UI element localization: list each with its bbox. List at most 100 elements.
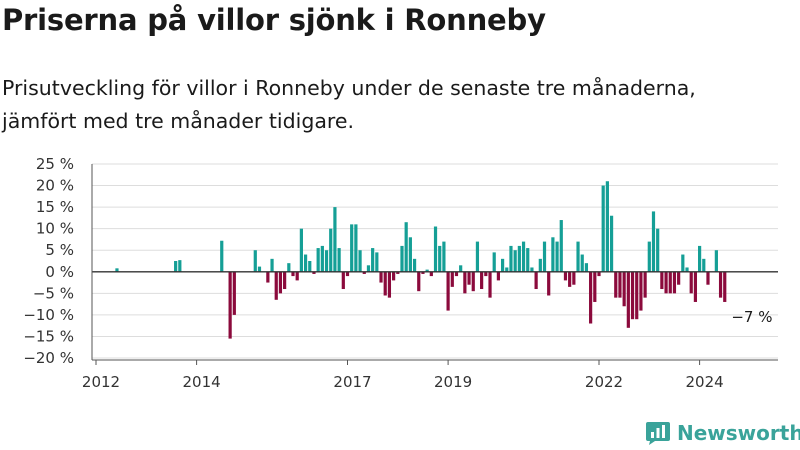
bar [371, 248, 375, 272]
bar [551, 237, 555, 272]
bar [563, 271, 568, 281]
bar [232, 271, 236, 315]
bar [433, 226, 438, 272]
bar [589, 271, 593, 324]
bar [253, 250, 257, 272]
chart-title: Priserna på villor sjönk i Ronneby [2, 3, 546, 37]
bar [329, 228, 333, 272]
x-tick-label: 2014 [183, 373, 221, 391]
bar [605, 181, 609, 272]
x-tick-label: 2024 [686, 373, 724, 391]
bar [639, 271, 643, 311]
bar [475, 241, 480, 272]
bar [408, 237, 412, 272]
bar [396, 271, 400, 274]
y-tick-label: 10 % [36, 220, 74, 238]
brand-name: Newsworthy [677, 421, 800, 445]
y-tick-label: −10 % [23, 306, 74, 324]
y-tick-label: 20 % [36, 177, 74, 195]
bar [392, 271, 396, 281]
bar [568, 271, 572, 287]
bar [723, 271, 727, 302]
bar [442, 241, 446, 272]
bar [643, 271, 647, 298]
bar [496, 271, 500, 281]
bar [471, 271, 475, 292]
bar [601, 185, 605, 272]
bar [660, 271, 664, 290]
bar [324, 250, 329, 272]
y-tick-label: 5 % [45, 241, 74, 259]
bar [505, 267, 509, 272]
bar [270, 258, 274, 272]
bar [354, 224, 358, 272]
bar [320, 245, 324, 272]
bar [283, 271, 287, 290]
bar [412, 258, 417, 272]
bar [467, 271, 471, 285]
bar [526, 248, 530, 272]
bar [597, 271, 601, 277]
bar [178, 260, 182, 272]
bar [379, 271, 383, 283]
bar [299, 228, 303, 272]
bar [664, 271, 668, 294]
bar [375, 252, 379, 272]
y-tick-label: −5 % [33, 284, 74, 302]
x-tick-label: 2017 [333, 373, 371, 391]
bar [345, 271, 350, 277]
bar [559, 220, 563, 272]
bar [312, 271, 316, 274]
bar [257, 266, 262, 272]
bar [584, 263, 589, 272]
bar [534, 271, 538, 290]
bar [350, 224, 354, 272]
bar [593, 271, 597, 302]
bar [421, 271, 425, 274]
y-tick-label: −15 % [23, 327, 74, 345]
bar [454, 271, 459, 277]
bar [337, 248, 341, 272]
bar [303, 254, 308, 272]
bar [509, 245, 513, 272]
bars-layer [115, 181, 727, 339]
brand-logo: Newsworthy [645, 418, 800, 448]
bar [484, 271, 488, 277]
bar [672, 271, 677, 294]
bar [677, 271, 681, 285]
bar [425, 269, 429, 272]
bar [366, 265, 371, 272]
bar [358, 250, 362, 272]
bar [450, 271, 454, 287]
bar [316, 248, 320, 272]
bar [706, 271, 710, 285]
bar [500, 258, 505, 272]
bar [626, 271, 630, 328]
bar [295, 271, 299, 281]
bar [538, 258, 542, 272]
y-tick-label: 15 % [36, 198, 74, 216]
axis-layer: 25 % 20 % 15 % 10 % 5 % 0 % −5 % −10 % −15 % −20 … [23, 155, 778, 391]
x-tick-label: 2019 [434, 373, 472, 391]
bar [287, 263, 291, 272]
bar [266, 271, 270, 283]
bar [530, 267, 534, 272]
bar [698, 245, 702, 272]
y-tick-label: 25 % [36, 155, 74, 173]
chart-subtitle: Prisutveckling för villor i Ronneby unde… [2, 76, 696, 133]
bar [387, 271, 392, 298]
bar [463, 271, 467, 294]
bar [513, 250, 517, 272]
bar [618, 271, 622, 298]
bar [521, 241, 526, 272]
bar [689, 271, 693, 294]
bar [622, 271, 626, 307]
x-tick-label: 2012 [82, 373, 120, 391]
bar [572, 271, 576, 285]
bar [228, 271, 232, 339]
bar [308, 261, 312, 272]
bar [404, 222, 408, 272]
bar [429, 271, 433, 277]
bar [547, 271, 551, 296]
latest-value-annotation: −7 % [731, 308, 772, 326]
